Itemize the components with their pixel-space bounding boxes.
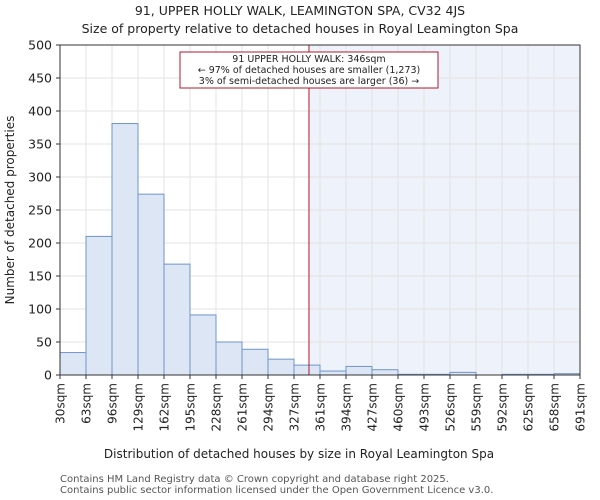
bar bbox=[241, 348, 269, 376]
x-tick-label: 559sqm bbox=[470, 383, 484, 431]
y-tick-label: 100 bbox=[28, 302, 52, 317]
x-tick-label: 96sqm bbox=[106, 383, 120, 424]
y-tick-label: 300 bbox=[28, 170, 52, 185]
y-tick-label: 400 bbox=[28, 104, 52, 119]
bar bbox=[163, 263, 191, 376]
annotation-line-3: 3% of semi-detached houses are larger (3… bbox=[199, 76, 419, 87]
x-tick-label: 30sqm bbox=[54, 383, 68, 424]
y-axis-label: Number of detached properties bbox=[3, 116, 17, 305]
y-tick-label: 150 bbox=[28, 269, 52, 284]
x-tick-label: 361sqm bbox=[314, 383, 328, 431]
x-axis-label: Distribution of detached houses by size … bbox=[104, 447, 494, 461]
x-tick-label: 658sqm bbox=[548, 383, 562, 431]
x-tick-label: 228sqm bbox=[210, 383, 224, 431]
y-tick-label: 200 bbox=[28, 236, 52, 251]
annotation-border bbox=[179, 51, 439, 89]
x-tick-label: 493sqm bbox=[418, 383, 432, 431]
x-tick-label: 195sqm bbox=[184, 383, 198, 431]
bar bbox=[85, 235, 113, 376]
x-tick-label: 327sqm bbox=[288, 383, 302, 431]
y-tick-label: 450 bbox=[28, 71, 52, 86]
annotation-line-2: ← 97% of detached houses are smaller (1,… bbox=[198, 65, 421, 76]
x-tick-label: 129sqm bbox=[132, 383, 146, 431]
x-tick-label: 261sqm bbox=[236, 383, 250, 431]
x-tick-label: 162sqm bbox=[158, 383, 172, 431]
bar bbox=[267, 358, 295, 376]
y-axis-ticks: 0 50 100 150 200 250 300 350 400 450 500 bbox=[28, 38, 60, 383]
bar bbox=[59, 352, 87, 376]
x-tick-label: 592sqm bbox=[496, 383, 510, 431]
bar bbox=[293, 364, 321, 376]
x-tick-label: 394sqm bbox=[340, 383, 354, 431]
y-tick-label: 500 bbox=[28, 38, 52, 53]
footer-line-2: Contains public sector information licen… bbox=[60, 485, 494, 496]
x-tick-label: 427sqm bbox=[366, 383, 380, 431]
y-tick-label: 250 bbox=[28, 203, 52, 218]
chart-title: 91, UPPER HOLLY WALK, LEAMINGTON SPA, CV… bbox=[134, 3, 466, 18]
bars bbox=[59, 123, 581, 376]
bar bbox=[371, 369, 399, 376]
x-tick-label: 294sqm bbox=[262, 383, 276, 431]
annotation-line-1: 91 UPPER HOLLY WALK: 346sqm bbox=[232, 54, 385, 65]
x-tick-label: 691sqm bbox=[574, 383, 588, 431]
bar bbox=[319, 370, 347, 376]
chart-subtitle: Size of property relative to detached ho… bbox=[81, 21, 519, 36]
bar bbox=[111, 123, 139, 376]
y-tick-label: 50 bbox=[36, 335, 52, 350]
bar bbox=[137, 193, 165, 376]
bar bbox=[189, 314, 217, 376]
footer-line-1: Contains HM Land Registry data © Crown c… bbox=[60, 474, 449, 485]
annotation-box: 91 UPPER HOLLY WALK: 346sqm ← 97% of det… bbox=[179, 51, 439, 89]
x-tick-label: 625sqm bbox=[522, 383, 536, 431]
y-tick-label: 0 bbox=[44, 368, 52, 383]
x-axis-ticks: 30sqm 63sqm 96sqm 129sqm 162sqm 195sqm 228sqm 2… bbox=[54, 375, 588, 431]
x-tick-label: 526sqm bbox=[444, 383, 458, 431]
x-tick-label: 460sqm bbox=[392, 383, 406, 431]
bar bbox=[345, 365, 373, 376]
y-tick-label: 350 bbox=[28, 137, 52, 152]
x-tick-label: 63sqm bbox=[80, 383, 94, 424]
bar bbox=[215, 341, 243, 376]
